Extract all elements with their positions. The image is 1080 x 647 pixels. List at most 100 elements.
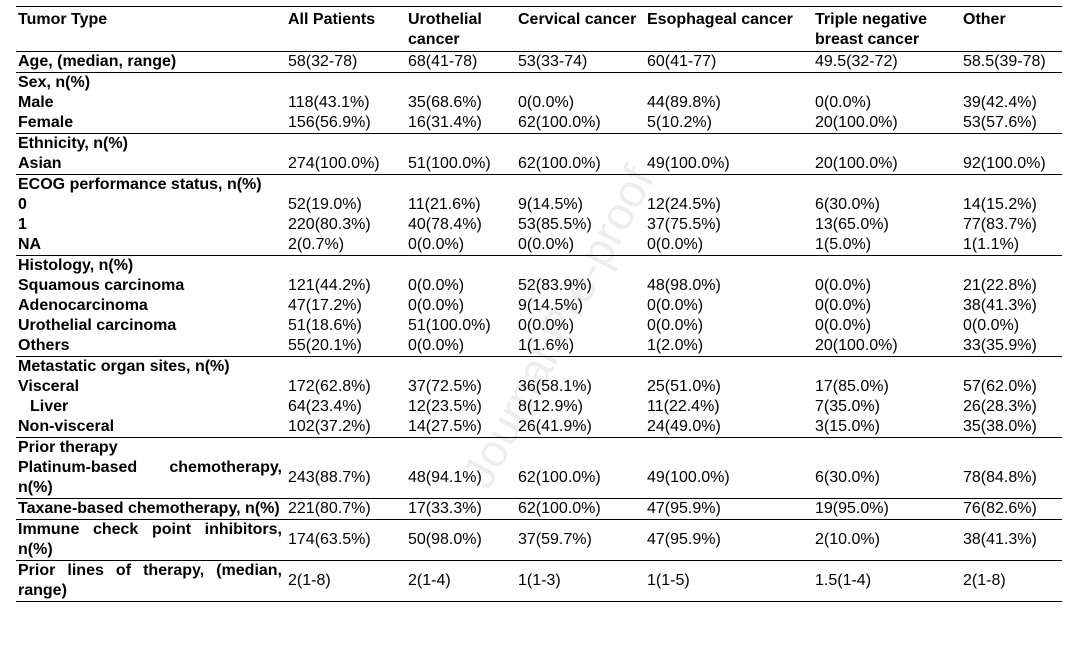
header-row: Tumor Type All Patients Urothelial cancer C… [16, 6, 1062, 52]
table-cell: 1(1-5) [645, 560, 813, 602]
table-cell: 51(18.6%) [288, 317, 362, 334]
table-cell: 38(41.3%) [961, 519, 1062, 561]
row-label: Visceral [18, 378, 80, 395]
table-cell: 2(1-8) [961, 560, 1062, 602]
table-cell: 44(89.8%) [647, 94, 721, 111]
table-row: Taxane-based chemotherapy, n(%) 221(80.7%… [16, 498, 1062, 520]
table-row: Sex, n(%) [16, 73, 1062, 94]
row-label: 0 [18, 196, 27, 213]
table-cell: 13(65.0%) [815, 216, 889, 233]
row-label: 1 [18, 216, 27, 233]
row-label: Female [16, 113, 286, 134]
table-row: Metastatic organ sites, n(%) [16, 357, 1062, 378]
table-cell: 1(5.0%) [813, 235, 961, 256]
table-cell: 62(100.0%) [516, 458, 645, 499]
table-cell: 118(43.1%) [288, 94, 370, 111]
table-cell: 19(95.0%) [813, 498, 961, 520]
table-row: Squamous carcinoma 121(44.2%) 0(0.0%) 52(83… [16, 276, 1062, 296]
table-cell: 0(0.0%) [518, 94, 575, 111]
table-row: Non-visceral 102(37.2%) 14(27.5%) 26(41.9%)… [16, 417, 1062, 438]
row-group: Taxane-based chemotherapy, n(%) 221(80.7%… [16, 498, 1062, 520]
table-cell: 36(58.1%) [518, 378, 592, 395]
table-cell: 60(41-77) [645, 51, 813, 73]
table-cell: 53(57.6%) [961, 113, 1062, 134]
table-cell: 35(38.0%) [961, 417, 1062, 438]
table-cell: 92(100.0%) [961, 154, 1062, 175]
table-cell: 11(22.4%) [647, 398, 720, 415]
table-cell: 21(22.8%) [963, 277, 1037, 294]
row-group: Prior therapy Platinum-based chemotherapy… [16, 438, 1062, 499]
table-cell: 0(0.0%) [518, 317, 575, 334]
column-header: Esophageal cancer [645, 6, 813, 52]
table-row: Histology, n(%) [16, 256, 1062, 277]
table-cell: 52(83.9%) [518, 277, 592, 294]
characteristics-table: Tumor Type All Patients Urothelial cancer C… [16, 6, 1062, 602]
table-cell: 0(0.0%) [647, 317, 704, 334]
table-cell: 6(30.0%) [813, 458, 961, 499]
table-cell: 14(15.2%) [963, 196, 1037, 213]
table-cell: 1(1.1%) [961, 235, 1062, 256]
row-label: Platinum-based chemotherapy, n(%) [16, 458, 286, 499]
table-row: 1 220(80.3%) 40(78.4%) 53(85.5%) 37(75.5%) 13… [16, 215, 1062, 235]
table-cell: 33(35.9%) [961, 336, 1062, 357]
table-cell: 37(75.5%) [647, 216, 721, 233]
table-cell: 47(95.9%) [645, 519, 813, 561]
table-row: Visceral 172(62.8%) 37(72.5%) 36(58.1%) 25(5… [16, 377, 1062, 397]
table-cell: 221(80.7%) [286, 498, 406, 520]
row-label: Asian [16, 154, 286, 175]
table-cell: 62(100.0%) [516, 498, 645, 520]
table-cell: 0(0.0%) [815, 297, 872, 314]
row-label: Liver [30, 398, 69, 415]
row-label: Squamous carcinoma [18, 277, 185, 294]
table-cell: 0(0.0%) [406, 235, 516, 256]
table-cell: 35(68.6%) [408, 94, 482, 111]
table-cell: 174(63.5%) [286, 519, 406, 561]
table-cell: 58.5(39-78) [961, 51, 1062, 73]
table-cell: 1(1-3) [516, 560, 645, 602]
table-cell: 48(94.1%) [406, 458, 516, 499]
table-cell: 0(0.0%) [645, 235, 813, 256]
row-group: Sex, n(%) Male 118(43.1%) 35(68.6%) 0(0.0%) 4… [16, 73, 1062, 134]
row-label: Immune check point inhibitors, n(%) [16, 519, 286, 561]
row-label: Adenocarcinoma [18, 297, 148, 314]
table-cell: 2(0.7%) [286, 235, 406, 256]
table-row: Male 118(43.1%) 35(68.6%) 0(0.0%) 44(89.8%) 0… [16, 93, 1062, 113]
table-cell: 53(85.5%) [518, 216, 592, 233]
table-cell: 49(100.0%) [645, 154, 813, 175]
table-cell: 48(98.0%) [647, 277, 721, 294]
table-cell: 1.5(1-4) [813, 560, 961, 602]
table-row: Ethnicity, n(%) [16, 134, 1062, 155]
column-header: Cervical cancer [516, 6, 645, 52]
table-cell: 76(82.6%) [961, 498, 1062, 520]
row-label: Prior lines of therapy, (median, range) [16, 560, 286, 602]
table-cell: 220(80.3%) [288, 216, 371, 233]
row-label: Ethnicity, n(%) [18, 135, 128, 152]
table-cell: 62(100.0%) [516, 154, 645, 175]
row-label: Prior therapy [18, 439, 118, 456]
table-cell: 20(100.0%) [813, 336, 961, 357]
table-cell: 24(49.0%) [645, 417, 813, 438]
table-cell: 47(95.9%) [645, 498, 813, 520]
table-row: Liver 64(23.4%) 12(23.5%) 8(12.9%) 11(22.4%)… [16, 397, 1062, 417]
row-label: Age, (median, range) [16, 51, 286, 73]
table-cell: 121(44.2%) [288, 277, 371, 294]
table-row: Others 55(20.1%) 0(0.0%) 1(1.6%) 1(2.0%) 20(1… [16, 336, 1062, 357]
table-cell: 20(100.0%) [813, 113, 961, 134]
table-row: 0 52(19.0%) 11(21.6%) 9(14.5%) 12(24.5%) 6(30… [16, 195, 1062, 215]
table-cell: 0(0.0%) [406, 336, 516, 357]
table-cell: 0(0.0%) [815, 94, 872, 111]
table-row: NA 2(0.7%) 0(0.0%) 0(0.0%) 0(0.0%) 1(5.0%) 1(1… [16, 235, 1062, 256]
row-label: ECOG performance status, n(%) [18, 176, 262, 193]
table-cell: 2(1-4) [406, 560, 516, 602]
column-header: Other [961, 6, 1062, 52]
table-cell: 12(24.5%) [647, 196, 721, 213]
table-cell: 50(98.0%) [406, 519, 516, 561]
table-cell: 78(84.8%) [961, 458, 1062, 499]
table-cell: 38(41.3%) [963, 297, 1037, 314]
table-cell: 9(14.5%) [518, 196, 583, 213]
table-cell: 62(100.0%) [516, 113, 645, 134]
column-header: Triple negative breast cancer [813, 6, 961, 52]
table-row: ECOG performance status, n(%) [16, 175, 1062, 196]
table-cell: 102(37.2%) [286, 417, 406, 438]
row-label: Others [16, 336, 286, 357]
